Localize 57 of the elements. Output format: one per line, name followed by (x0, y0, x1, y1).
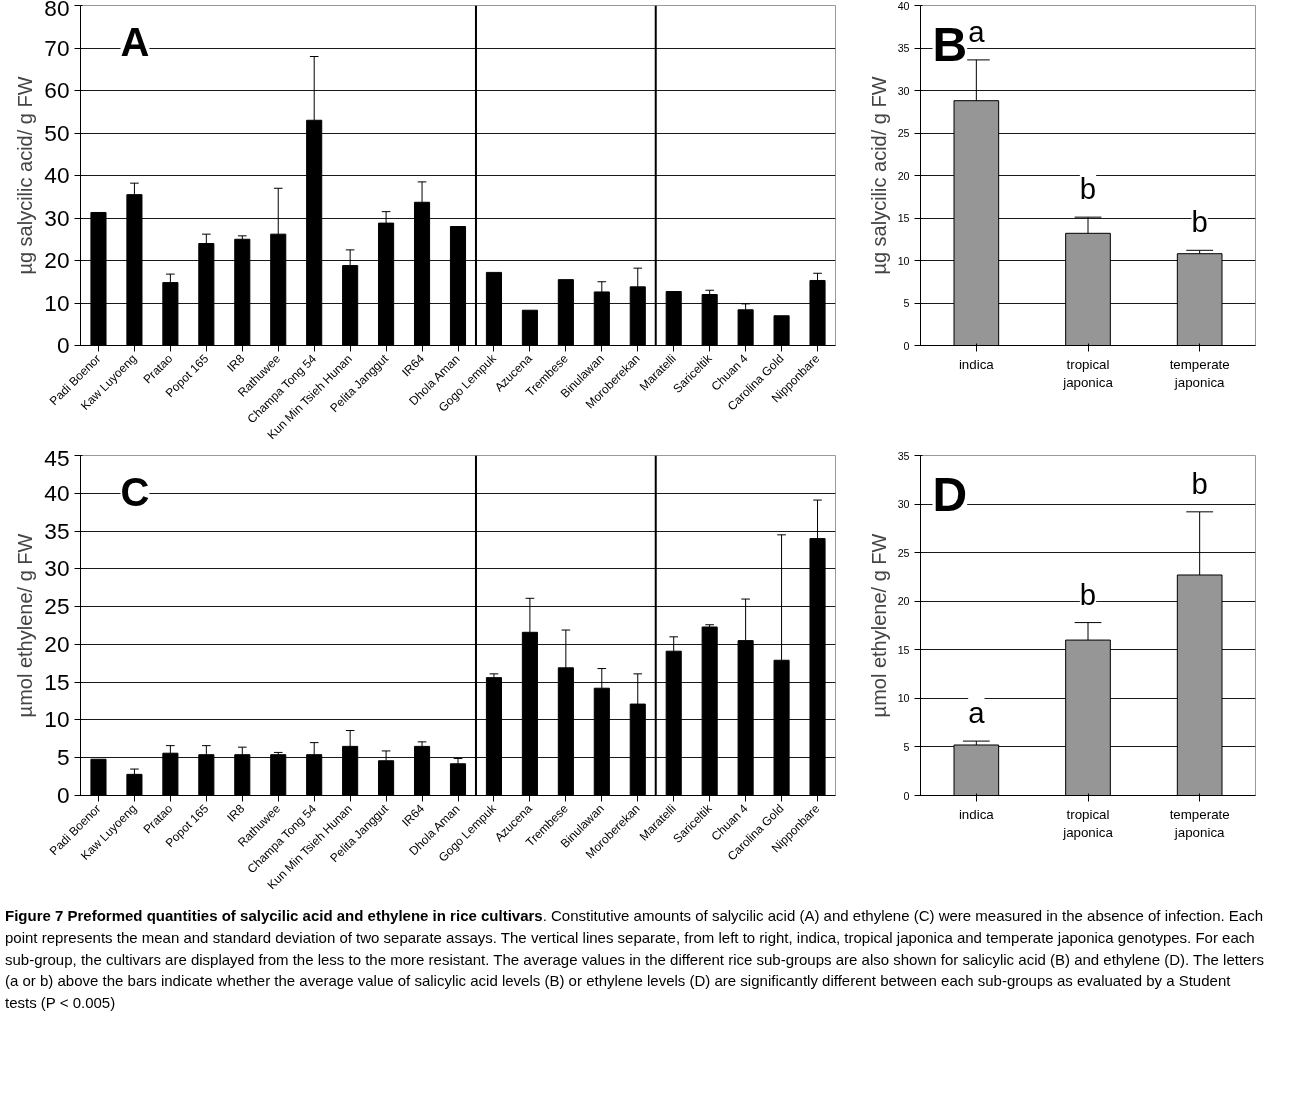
x-tick-label: temperate japonica (1169, 806, 1230, 840)
y-tick-label: 15 (897, 212, 910, 224)
text: Figure 7 Preformed quantities of salycilic acid and ethylene in rice cultivars (5, 907, 543, 924)
y-tick-label: 20 (44, 247, 70, 273)
y-tick-label: 30 (44, 204, 70, 231)
y-tick-label: 20 (897, 595, 910, 608)
y-tick-label: 40 (44, 162, 70, 188)
y-tick-label: 80 (44, 0, 70, 21)
y-tick-label: 10 (897, 692, 910, 705)
y-tick-label: 0 (56, 332, 70, 358)
y-tick-label: 30 (897, 84, 910, 97)
x-tick-label: indica (958, 356, 995, 372)
y-axis-title: µg salycilic acid/ g FW (14, 76, 37, 275)
y-tick-label: 50 (44, 119, 70, 146)
y-tick-label: 25 (44, 593, 70, 620)
y-tick-label: 20 (897, 169, 910, 182)
y-tick-label: 60 (44, 77, 70, 103)
y-tick-label: 40 (44, 479, 70, 506)
annotation: B (932, 17, 968, 71)
y-tick-label: 70 (44, 34, 70, 61)
y-tick-label: 10 (897, 254, 910, 267)
y-tick-label: 30 (44, 555, 70, 582)
y-tick-label: 35 (897, 42, 910, 54)
y-tick-label: 10 (44, 706, 70, 733)
annotation: a (968, 696, 986, 730)
x-tick-label: tropical japonica (1062, 356, 1114, 390)
y-tick-label: 20 (44, 630, 70, 657)
annotation: b (1191, 205, 1208, 239)
y-tick-label: 25 (897, 127, 910, 139)
annotation: A (120, 19, 150, 64)
y-tick-label: 35 (897, 449, 910, 462)
y-axis-title: µmol ethylene/ g FW (14, 533, 37, 718)
y-axis-title: µg salycilic acid/ g FW (867, 76, 890, 275)
annotation: b (1079, 577, 1097, 611)
y-tick-label: 0 (903, 789, 910, 802)
annotation: C (120, 469, 150, 514)
annotation: b (1191, 466, 1208, 500)
y-tick-label: 0 (903, 339, 910, 352)
y-tick-label: 40 (897, 0, 910, 12)
y-tick-label: 10 (44, 289, 70, 316)
annotation: D (932, 467, 968, 521)
y-tick-label: 15 (897, 643, 910, 656)
y-tick-label: 25 (897, 546, 910, 559)
y-axis-title: µmol ethylene/ g FW (867, 533, 890, 718)
annotation: b (1079, 172, 1097, 206)
y-tick-label: 0 (56, 782, 70, 808)
x-tick-label: tropical japonica (1062, 806, 1114, 840)
annotation: a (968, 14, 986, 48)
x-tick-label: temperate japonica (1169, 356, 1230, 390)
y-tick-label: 45 (44, 444, 70, 471)
x-tick-label: indica (958, 806, 995, 822)
y-tick-label: 5 (56, 744, 70, 771)
y-tick-label: 30 (897, 498, 910, 511)
y-tick-label: 15 (44, 668, 70, 695)
y-tick-label: 5 (903, 740, 910, 753)
y-tick-label: 35 (44, 517, 70, 544)
y-tick-label: 5 (903, 297, 910, 309)
